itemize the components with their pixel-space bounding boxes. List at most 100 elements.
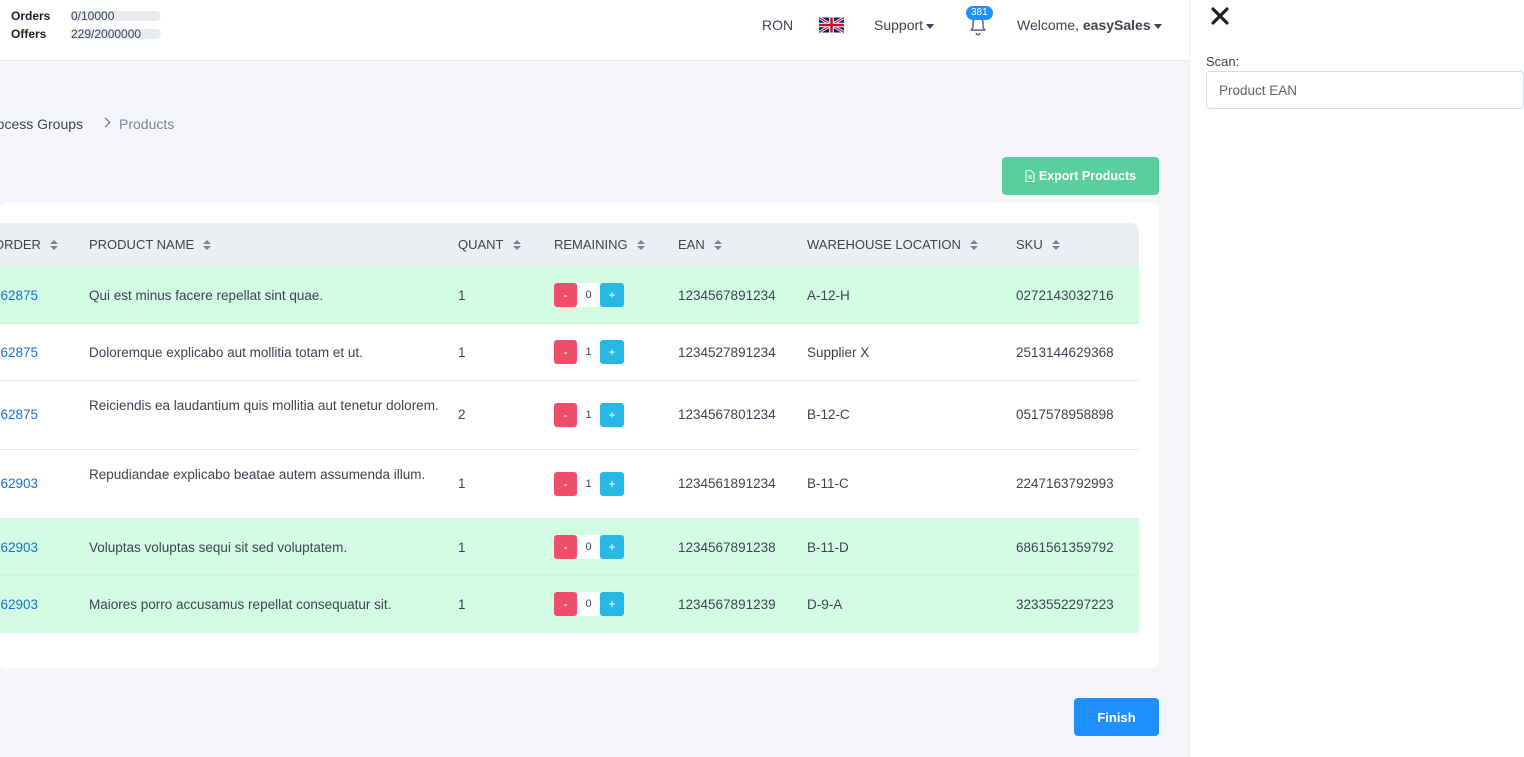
uk-flag-icon[interactable] [819,16,844,34]
ean: 1234567891238 [678,540,776,555]
sku: 3233552297223 [1016,597,1114,612]
product-name: Doloremque explicabo aut mollitia totam … [89,345,363,360]
sort-icon [1051,240,1060,251]
remaining-value: 1 [577,472,600,496]
user-menu[interactable]: Welcome, easySales [1017,17,1162,33]
table-header: ORDER PRODUCT NAME QUANT REMAINING EAN W… [0,223,1139,267]
quota-orders-value: 0/10000 [71,9,115,23]
chevron-right-icon [100,117,111,128]
column-product-name-label: PRODUCT NAME [89,237,195,252]
product-name: Voluptas voluptas sequi sit sed voluptat… [89,540,348,555]
remaining-stepper: - 0 + [554,283,628,307]
column-remaining[interactable]: REMAINING [554,237,645,252]
sku: 0272143032716 [1016,288,1114,303]
sort-icon [713,240,722,251]
decrement-button[interactable]: - [554,283,577,307]
order-link[interactable]: 262875 [0,288,39,303]
column-warehouse-location-label: WAREHOUSE LOCATION [807,237,961,252]
warehouse-location: A-12-H [807,288,850,303]
remaining-stepper: - 0 + [554,535,628,559]
quantity: 1 [458,345,466,360]
sku: 2247163792993 [1016,476,1114,491]
user-name: easySales [1082,17,1151,33]
chevron-down-icon [926,23,935,29]
breadcrumb-products: Products [119,116,175,132]
scan-panel: Scan: [1189,0,1524,757]
remaining-stepper: - 1 + [554,403,628,427]
remaining-stepper: - 1 + [554,472,628,496]
remaining-value: 1 [577,340,600,364]
sort-icon [49,240,58,251]
remaining-value: 1 [577,403,600,427]
quantity: 2 [458,407,466,422]
sort-icon [512,240,521,251]
column-product-name[interactable]: PRODUCT NAME [89,237,212,252]
column-ean[interactable]: EAN [678,237,722,252]
chevron-down-icon [1153,23,1162,29]
increment-button[interactable]: + [600,472,624,496]
increment-button[interactable]: + [600,340,624,364]
ean: 1234567801234 [678,407,776,422]
column-quant-label: QUANT [458,237,504,252]
product-ean-input[interactable] [1206,71,1524,109]
ean: 1234567891234 [678,288,776,303]
order-link[interactable]: 262875 [0,345,39,360]
sort-icon [636,240,645,251]
product-name: Qui est minus facere repellat sint quae. [89,288,324,303]
welcome-label: Welcome, [1017,17,1083,33]
export-products-label: Export Products [1038,169,1137,183]
quantity: 1 [458,288,466,303]
sort-icon [203,240,212,251]
product-name: Repudiandae explicabo beatae autem assum… [89,467,426,482]
decrement-button[interactable]: - [554,403,577,427]
support-menu[interactable]: Support [874,17,935,33]
decrement-button[interactable]: - [554,535,577,559]
scan-label: Scan: [1206,54,1240,69]
breadcrumb-process-groups[interactable]: rocess Groups [0,116,84,132]
column-remaining-label: REMAINING [554,237,628,252]
quantity: 1 [458,597,466,612]
finish-button[interactable]: Finish [1074,698,1159,736]
product-name: Reiciendis ea laudantium quis mollitia a… [89,398,439,413]
sku: 6861561359792 [1016,540,1114,555]
export-products-button[interactable]: Export Products [1002,157,1159,195]
warehouse-location: Supplier X [807,345,870,360]
remaining-stepper: - 0 + [554,592,628,616]
decrement-button[interactable]: - [554,340,577,364]
table-row: 262875 Qui est minus facere repellat sin… [0,267,1139,324]
column-quant[interactable]: QUANT [458,237,521,252]
quota-orders-bar [70,11,161,21]
increment-button[interactable]: + [600,592,624,616]
ean: 1234527891234 [678,345,776,360]
column-order[interactable]: ORDER [0,237,58,252]
increment-button[interactable]: + [600,403,624,427]
warehouse-location: D-9-A [807,597,843,612]
top-header: Orders 0/10000 Offers 229/2000000 RON Su… [0,0,1189,61]
remaining-value: 0 [577,535,600,559]
notification-badge: 381 [966,6,993,20]
sort-icon [969,240,978,251]
column-sku[interactable]: SKU [1016,237,1060,252]
sku: 2513144629368 [1016,345,1114,360]
table-row: 262875 Reiciendis ea laudantium quis mol… [0,381,1139,450]
ean: 1234561891234 [678,476,776,491]
increment-button[interactable]: + [600,535,624,559]
increment-button[interactable]: + [600,283,624,307]
product-name: Maiores porro accusamus repellat consequ… [89,597,392,612]
remaining-stepper: - 1 + [554,340,628,364]
order-link[interactable]: 262875 [0,407,39,422]
decrement-button[interactable]: - [554,592,577,616]
close-icon[interactable] [1210,6,1230,26]
decrement-button[interactable]: - [554,472,577,496]
column-warehouse-location[interactable]: WAREHOUSE LOCATION [807,237,978,252]
support-label: Support [874,17,924,33]
quota-offers-bar [70,29,161,39]
warehouse-location: B-11-D [807,540,849,555]
currency-selector[interactable]: RON [762,17,794,33]
